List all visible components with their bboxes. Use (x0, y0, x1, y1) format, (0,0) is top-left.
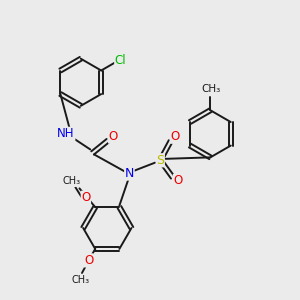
Text: Cl: Cl (115, 54, 126, 68)
Text: O: O (170, 130, 180, 143)
Text: CH₃: CH₃ (71, 275, 90, 285)
Text: N: N (125, 167, 134, 180)
Text: NH: NH (57, 127, 75, 140)
Text: O: O (109, 130, 118, 143)
Text: O: O (84, 254, 93, 267)
Text: CH₃: CH₃ (202, 84, 221, 94)
Text: CH₃: CH₃ (63, 176, 81, 186)
Text: O: O (81, 191, 91, 204)
Text: O: O (173, 174, 183, 188)
Text: S: S (156, 154, 164, 167)
